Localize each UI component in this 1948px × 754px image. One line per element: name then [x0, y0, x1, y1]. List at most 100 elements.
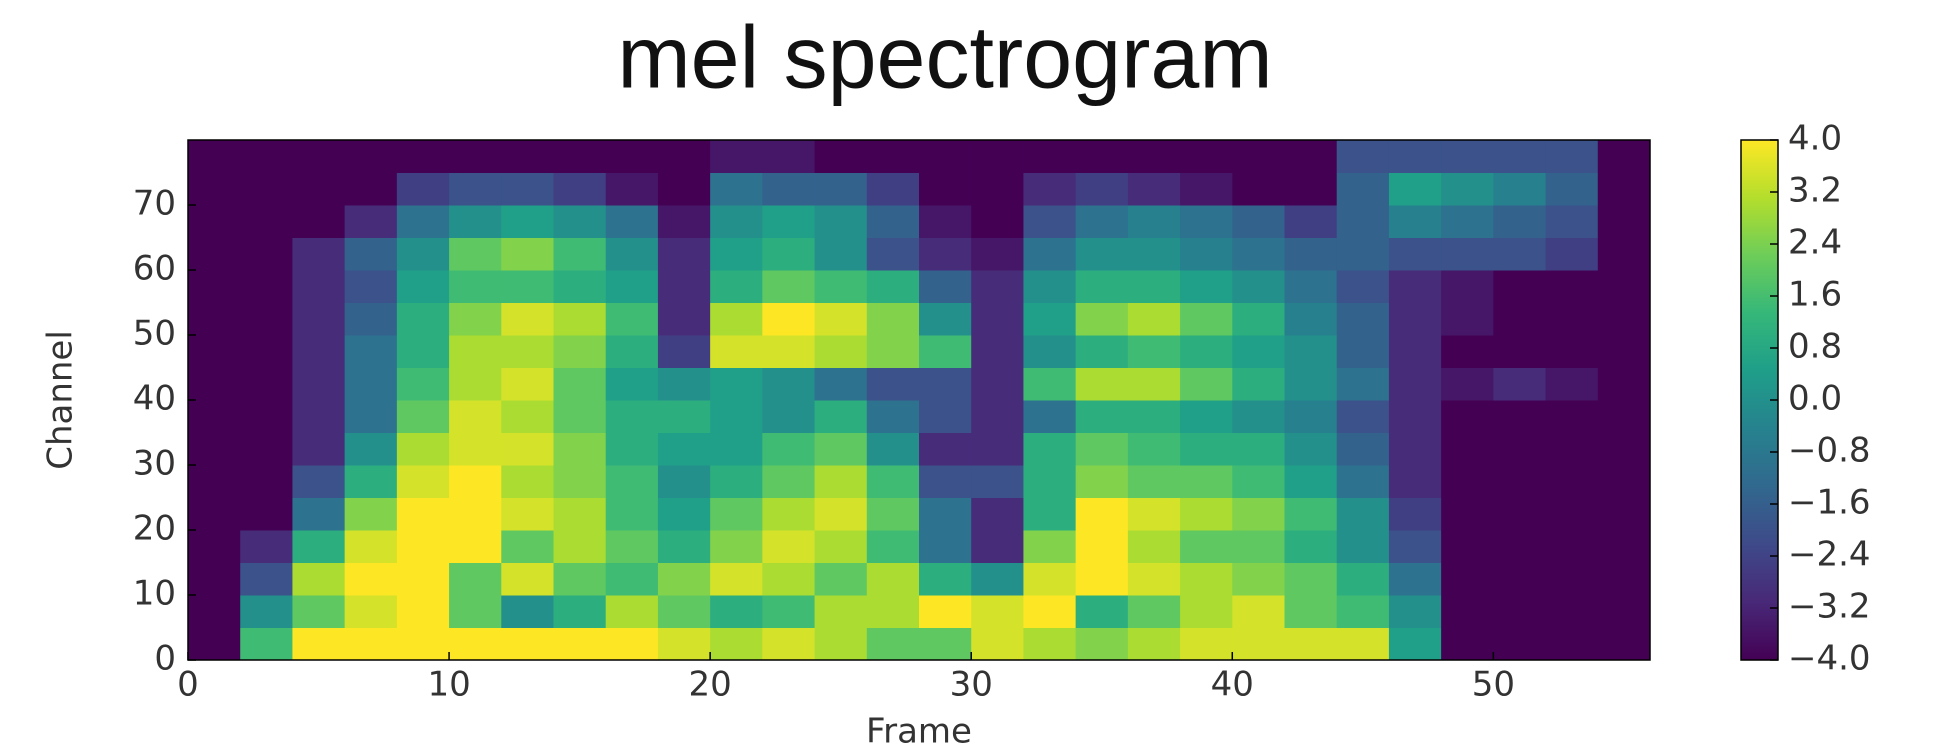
heatmap-cell — [1337, 303, 1390, 336]
heatmap-cell — [815, 628, 868, 661]
heatmap-cell — [1493, 173, 1546, 206]
heatmap-cell — [1232, 238, 1285, 271]
heatmap-cell — [815, 140, 868, 173]
heatmap-cell — [1180, 270, 1233, 303]
heatmap-cell — [762, 465, 815, 498]
heatmap-cell — [1180, 498, 1233, 531]
heatmap-cell — [501, 465, 554, 498]
heatmap-cell — [1598, 400, 1651, 433]
heatmap-cell — [606, 205, 659, 238]
heatmap-cell — [449, 173, 502, 206]
x-tick-label: 30 — [950, 665, 993, 705]
heatmap-cell — [1180, 563, 1233, 596]
heatmap-cell — [1546, 563, 1599, 596]
heatmap-cell — [1128, 530, 1181, 563]
heatmap-cell — [1232, 303, 1285, 336]
heatmap-cell — [919, 368, 972, 401]
heatmap-cell — [1285, 628, 1338, 661]
heatmap-cell — [815, 595, 868, 628]
heatmap-cell — [606, 530, 659, 563]
heatmap-cell — [1128, 595, 1181, 628]
heatmap-cell — [1493, 595, 1546, 628]
heatmap-cell — [397, 400, 450, 433]
heatmap-cell — [1546, 303, 1599, 336]
heatmap-cell — [1389, 270, 1442, 303]
heatmap-cell — [1076, 238, 1129, 271]
heatmap-cell — [501, 530, 554, 563]
heatmap-cell — [240, 205, 293, 238]
heatmap-cell — [1285, 433, 1338, 466]
heatmap-cell — [1023, 335, 1076, 368]
heatmap-cell — [658, 595, 711, 628]
heatmap-cell — [501, 563, 554, 596]
heatmap-cell — [710, 335, 763, 368]
heatmap-cell — [1493, 563, 1546, 596]
heatmap-cell — [1285, 530, 1338, 563]
heatmap-cell — [554, 368, 607, 401]
heatmap-cell — [397, 270, 450, 303]
heatmap-cell — [658, 530, 711, 563]
heatmap-cell — [710, 368, 763, 401]
heatmap-cell — [501, 335, 554, 368]
heatmap-cell — [658, 400, 711, 433]
heatmap-cell — [606, 595, 659, 628]
heatmap-cell — [1493, 270, 1546, 303]
heatmap-cell — [1337, 433, 1390, 466]
heatmap-cell — [1389, 563, 1442, 596]
heatmap-cell — [345, 270, 398, 303]
heatmap-cell — [1389, 335, 1442, 368]
heatmap-cell — [1128, 400, 1181, 433]
heatmap-cell — [815, 530, 868, 563]
heatmap-cell — [554, 140, 607, 173]
heatmap-cell — [815, 173, 868, 206]
heatmap-cell — [1180, 303, 1233, 336]
heatmap-cell — [188, 628, 241, 661]
heatmap-cell — [606, 270, 659, 303]
heatmap-cell — [292, 400, 345, 433]
heatmap-cell — [397, 563, 450, 596]
heatmap-cell — [345, 335, 398, 368]
heatmap-cell — [762, 368, 815, 401]
heatmap-cell — [1546, 400, 1599, 433]
heatmap-cell — [1232, 530, 1285, 563]
heatmap-cell — [1076, 628, 1129, 661]
heatmap-cell — [658, 270, 711, 303]
heatmap-cell — [710, 205, 763, 238]
heatmap-cell — [1546, 530, 1599, 563]
heatmap-cell — [1546, 628, 1599, 661]
heatmap-cell — [1441, 433, 1494, 466]
heatmap-cell — [345, 368, 398, 401]
heatmap-cell — [1546, 238, 1599, 271]
heatmap-cell — [1232, 335, 1285, 368]
heatmap-cell — [397, 205, 450, 238]
heatmap-cell — [1441, 205, 1494, 238]
heatmap-cell — [1493, 530, 1546, 563]
heatmap-cell — [345, 530, 398, 563]
heatmap-cell — [867, 173, 920, 206]
heatmap-cell — [240, 530, 293, 563]
heatmap-cell — [1285, 205, 1338, 238]
heatmap-cell — [658, 335, 711, 368]
heatmap-cell — [1598, 238, 1651, 271]
heatmap-cell — [1546, 335, 1599, 368]
heatmap-cell — [1598, 498, 1651, 531]
heatmap-cell — [867, 335, 920, 368]
heatmap-cell — [554, 205, 607, 238]
heatmap-cell — [397, 465, 450, 498]
heatmap-cell — [1441, 140, 1494, 173]
heatmap-cell — [188, 140, 241, 173]
heatmap-cell — [1546, 465, 1599, 498]
heatmap-cell — [1493, 465, 1546, 498]
heatmap-cell — [188, 303, 241, 336]
heatmap-cell — [1441, 628, 1494, 661]
heatmap-cell — [815, 238, 868, 271]
heatmap-cell — [1598, 335, 1651, 368]
heatmap — [188, 140, 1651, 661]
heatmap-cell — [1128, 140, 1181, 173]
heatmap-cell — [710, 498, 763, 531]
heatmap-cell — [762, 563, 815, 596]
heatmap-cell — [1023, 465, 1076, 498]
heatmap-cell — [1441, 498, 1494, 531]
heatmap-cell — [345, 628, 398, 661]
heatmap-cell — [919, 303, 972, 336]
